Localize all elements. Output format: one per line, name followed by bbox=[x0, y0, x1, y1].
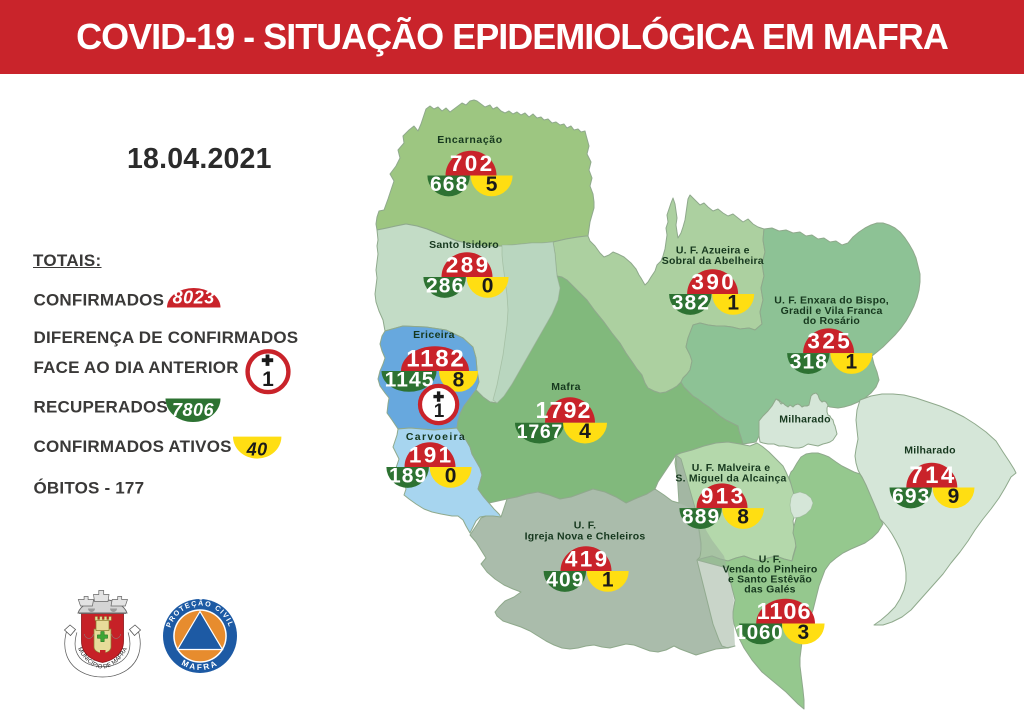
svg-text:1767: 1767 bbox=[517, 421, 563, 443]
svg-text:8023: 8023 bbox=[173, 288, 215, 308]
svg-text:40: 40 bbox=[246, 440, 268, 460]
svg-text:do Rosário: do Rosário bbox=[803, 315, 860, 327]
svg-text:7806: 7806 bbox=[172, 400, 215, 420]
svg-text:913: 913 bbox=[701, 484, 746, 509]
svg-text:Gradil e Vila Franca: Gradil e Vila Franca bbox=[781, 305, 883, 317]
svg-text:0: 0 bbox=[482, 275, 494, 298]
svg-text:Santo Isidoro: Santo Isidoro bbox=[429, 239, 499, 251]
svg-text:Venda do Pinheiro: Venda do Pinheiro bbox=[723, 564, 818, 576]
svg-text:286: 286 bbox=[426, 275, 464, 298]
svg-text:Mafra: Mafra bbox=[551, 381, 581, 393]
svg-text:189: 189 bbox=[389, 465, 427, 488]
svg-text:1: 1 bbox=[727, 292, 739, 315]
svg-text:390: 390 bbox=[691, 270, 736, 295]
svg-text:1: 1 bbox=[602, 569, 614, 592]
svg-text:1106: 1106 bbox=[757, 598, 812, 624]
svg-text:693: 693 bbox=[892, 485, 930, 508]
svg-text:419: 419 bbox=[565, 547, 610, 572]
svg-text:3: 3 bbox=[798, 621, 810, 644]
svg-text:U. F.: U. F. bbox=[759, 554, 782, 566]
svg-text:889: 889 bbox=[682, 506, 720, 529]
svg-text:ÓBITOS - 177: ÓBITOS - 177 bbox=[34, 479, 145, 498]
svg-text:702: 702 bbox=[450, 151, 495, 176]
svg-text:8: 8 bbox=[453, 369, 465, 392]
svg-text:Encarnação: Encarnação bbox=[437, 134, 503, 146]
svg-text:668: 668 bbox=[430, 173, 468, 196]
svg-text:1792: 1792 bbox=[536, 397, 592, 423]
svg-text:DIFERENÇA DE CONFIRMADOS: DIFERENÇA DE CONFIRMADOS bbox=[34, 328, 299, 347]
svg-text:9: 9 bbox=[948, 485, 960, 508]
svg-text:191: 191 bbox=[409, 443, 454, 468]
svg-text:5: 5 bbox=[486, 173, 498, 196]
svg-text:4: 4 bbox=[579, 420, 591, 443]
svg-text:8: 8 bbox=[737, 506, 749, 529]
svg-text:1182: 1182 bbox=[406, 346, 465, 373]
svg-text:S. Miguel da Alcainça: S. Miguel da Alcainça bbox=[675, 472, 786, 484]
svg-text:e Santo Estêvão: e Santo Estêvão bbox=[728, 574, 812, 586]
svg-text:Milharado: Milharado bbox=[904, 445, 955, 457]
svg-text:289: 289 bbox=[446, 253, 491, 278]
svg-text:Milharado: Milharado bbox=[779, 414, 830, 426]
svg-text:CONFIRMADOS: CONFIRMADOS bbox=[34, 290, 165, 309]
svg-text:U. F.: U. F. bbox=[574, 520, 597, 532]
svg-text:U. F. Enxara do Bispo,: U. F. Enxara do Bispo, bbox=[774, 294, 889, 306]
svg-text:1: 1 bbox=[846, 351, 858, 374]
svg-text:U. F. Azueira e: U. F. Azueira e bbox=[676, 245, 750, 257]
svg-text:382: 382 bbox=[672, 292, 710, 315]
svg-text:1060: 1060 bbox=[735, 621, 784, 644]
svg-text:1: 1 bbox=[262, 368, 274, 391]
svg-text:Ericeira: Ericeira bbox=[413, 329, 455, 341]
svg-text:Sobral da Abelheira: Sobral da Abelheira bbox=[662, 255, 764, 267]
svg-text:325: 325 bbox=[807, 329, 852, 354]
svg-text:409: 409 bbox=[546, 569, 584, 592]
svg-text:FACE AO DIA ANTERIOR: FACE AO DIA ANTERIOR bbox=[34, 358, 239, 377]
svg-text:CONFIRMADOS ATIVOS: CONFIRMADOS ATIVOS bbox=[34, 437, 232, 456]
svg-text:RECUPERADOS: RECUPERADOS bbox=[34, 398, 168, 417]
svg-text:0: 0 bbox=[445, 465, 457, 488]
svg-text:Carvoeira: Carvoeira bbox=[406, 431, 466, 443]
svg-text:das Galés: das Galés bbox=[744, 584, 795, 596]
svg-text:1145: 1145 bbox=[385, 369, 435, 392]
svg-text:318: 318 bbox=[790, 351, 828, 374]
svg-text:1: 1 bbox=[434, 401, 445, 422]
svg-text:U. F. Malveira e: U. F. Malveira e bbox=[692, 462, 770, 474]
svg-text:714: 714 bbox=[909, 462, 956, 489]
svg-text:Igreja Nova e Cheleiros: Igreja Nova e Cheleiros bbox=[525, 531, 646, 543]
